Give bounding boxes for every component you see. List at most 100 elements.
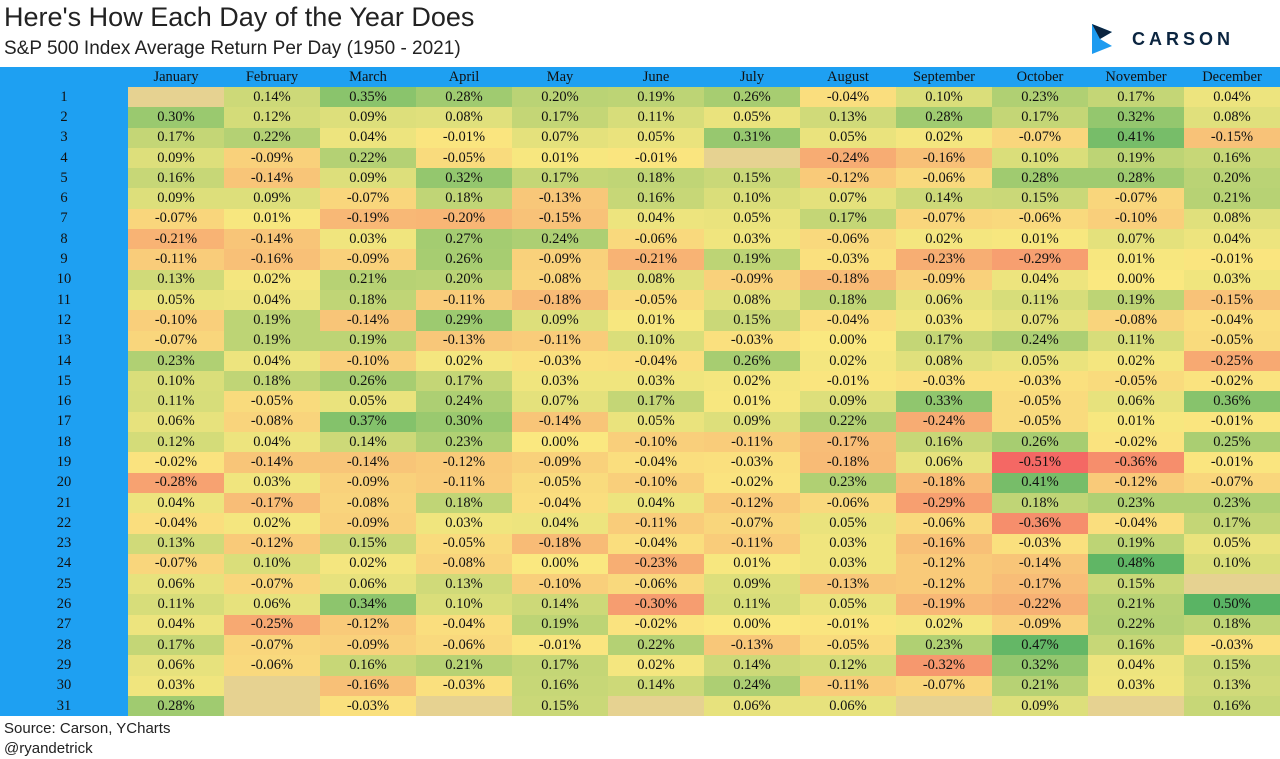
cell: 0.26% — [320, 371, 416, 392]
cell: -0.08% — [320, 492, 416, 514]
cell: -0.11% — [704, 533, 800, 554]
day-label: 21 — [0, 492, 128, 514]
cell: -0.07% — [128, 553, 224, 575]
cell: -0.24% — [896, 411, 992, 433]
cell: -0.10% — [128, 310, 224, 331]
cell: 0.24% — [512, 229, 608, 250]
cell: 0.19% — [1088, 533, 1184, 554]
cell: -0.11% — [512, 330, 608, 351]
cell: -0.06% — [800, 229, 896, 250]
cell: -0.19% — [320, 208, 416, 230]
cell: 0.18% — [1184, 614, 1280, 636]
cell: -0.28% — [128, 472, 224, 493]
cell: 0.02% — [416, 350, 512, 372]
cell: -0.04% — [512, 492, 608, 514]
day-label: 15 — [0, 371, 128, 392]
cell: -0.30% — [608, 594, 704, 615]
day-label: 1 — [0, 87, 128, 108]
cell: 0.05% — [1184, 533, 1280, 554]
handle: @ryandetrick — [4, 740, 93, 757]
column-header: April — [416, 67, 512, 87]
cell: -0.09% — [512, 249, 608, 270]
cell: -0.01% — [1184, 249, 1280, 270]
cell: -0.14% — [224, 229, 320, 250]
column-header: January — [128, 67, 224, 87]
cell: 0.13% — [800, 107, 896, 128]
cell: -0.03% — [992, 533, 1088, 554]
cell: 0.01% — [512, 147, 608, 169]
cell: -0.12% — [896, 553, 992, 575]
cell: 0.00% — [704, 614, 800, 636]
cell: 0.06% — [896, 452, 992, 473]
cell: -0.07% — [224, 635, 320, 656]
cell: -0.04% — [608, 533, 704, 554]
cell: 0.02% — [896, 127, 992, 148]
cell: -0.14% — [224, 452, 320, 473]
column-header: November — [1088, 67, 1184, 87]
cell: -0.09% — [320, 472, 416, 493]
day-label: 3 — [0, 127, 128, 148]
cell: 0.01% — [992, 229, 1088, 250]
cell: 0.06% — [1088, 391, 1184, 412]
cell: 0.10% — [416, 594, 512, 615]
cell: -0.21% — [608, 249, 704, 270]
cell: -0.04% — [416, 614, 512, 636]
cell: 0.22% — [800, 411, 896, 433]
cell: 0.21% — [1088, 594, 1184, 615]
cell: -0.07% — [1184, 472, 1280, 493]
cell: 0.06% — [800, 695, 896, 717]
cell: 0.16% — [320, 655, 416, 676]
cell: -0.02% — [1184, 371, 1280, 392]
cell: 0.14% — [320, 432, 416, 453]
column-header: July — [704, 67, 800, 87]
cell: -0.12% — [800, 168, 896, 189]
cell: -0.06% — [800, 492, 896, 514]
cell: 0.22% — [1088, 614, 1184, 636]
cell: 0.11% — [608, 107, 704, 128]
cell: 0.09% — [992, 695, 1088, 717]
cell: -0.02% — [1088, 432, 1184, 453]
cell: -0.10% — [608, 472, 704, 493]
cell: 0.35% — [320, 87, 416, 108]
cell: 0.17% — [896, 330, 992, 351]
cell: 0.06% — [128, 411, 224, 433]
cell: 0.26% — [992, 432, 1088, 453]
cell: 0.03% — [896, 310, 992, 331]
cell: -0.07% — [896, 208, 992, 230]
cell: 0.03% — [800, 553, 896, 575]
cell: -0.16% — [224, 249, 320, 270]
cell: 0.24% — [992, 330, 1088, 351]
cell: -0.07% — [224, 574, 320, 595]
day-label: 31 — [0, 695, 128, 717]
cell: -0.12% — [704, 492, 800, 514]
cell: -0.14% — [224, 168, 320, 189]
cell: 0.23% — [128, 350, 224, 372]
cell: -0.06% — [896, 168, 992, 189]
cell: 0.12% — [800, 655, 896, 676]
cell: 0.17% — [800, 208, 896, 230]
cell: 0.03% — [1184, 269, 1280, 290]
cell: -0.19% — [896, 594, 992, 615]
cell: -0.09% — [320, 249, 416, 270]
cell: 0.15% — [992, 188, 1088, 209]
cell: -0.10% — [608, 432, 704, 453]
cell: -0.13% — [512, 188, 608, 209]
cell: -0.05% — [1088, 371, 1184, 392]
cell: -0.14% — [512, 411, 608, 433]
cell: 0.10% — [992, 147, 1088, 169]
cell: 0.01% — [224, 208, 320, 230]
cell: 0.24% — [704, 675, 800, 696]
cell: -0.06% — [992, 208, 1088, 230]
cell: -0.02% — [704, 472, 800, 493]
cell: -0.03% — [512, 350, 608, 372]
day-label: 22 — [0, 513, 128, 534]
table: January February March April May June July Augu… — [0, 67, 1280, 717]
cell: -0.05% — [512, 472, 608, 493]
cell: 0.03% — [800, 533, 896, 554]
cell: 0.04% — [224, 432, 320, 453]
cell: 0.16% — [1088, 635, 1184, 656]
cell: -0.05% — [608, 289, 704, 311]
cell: -0.22% — [992, 594, 1088, 615]
cell: 0.28% — [992, 168, 1088, 189]
